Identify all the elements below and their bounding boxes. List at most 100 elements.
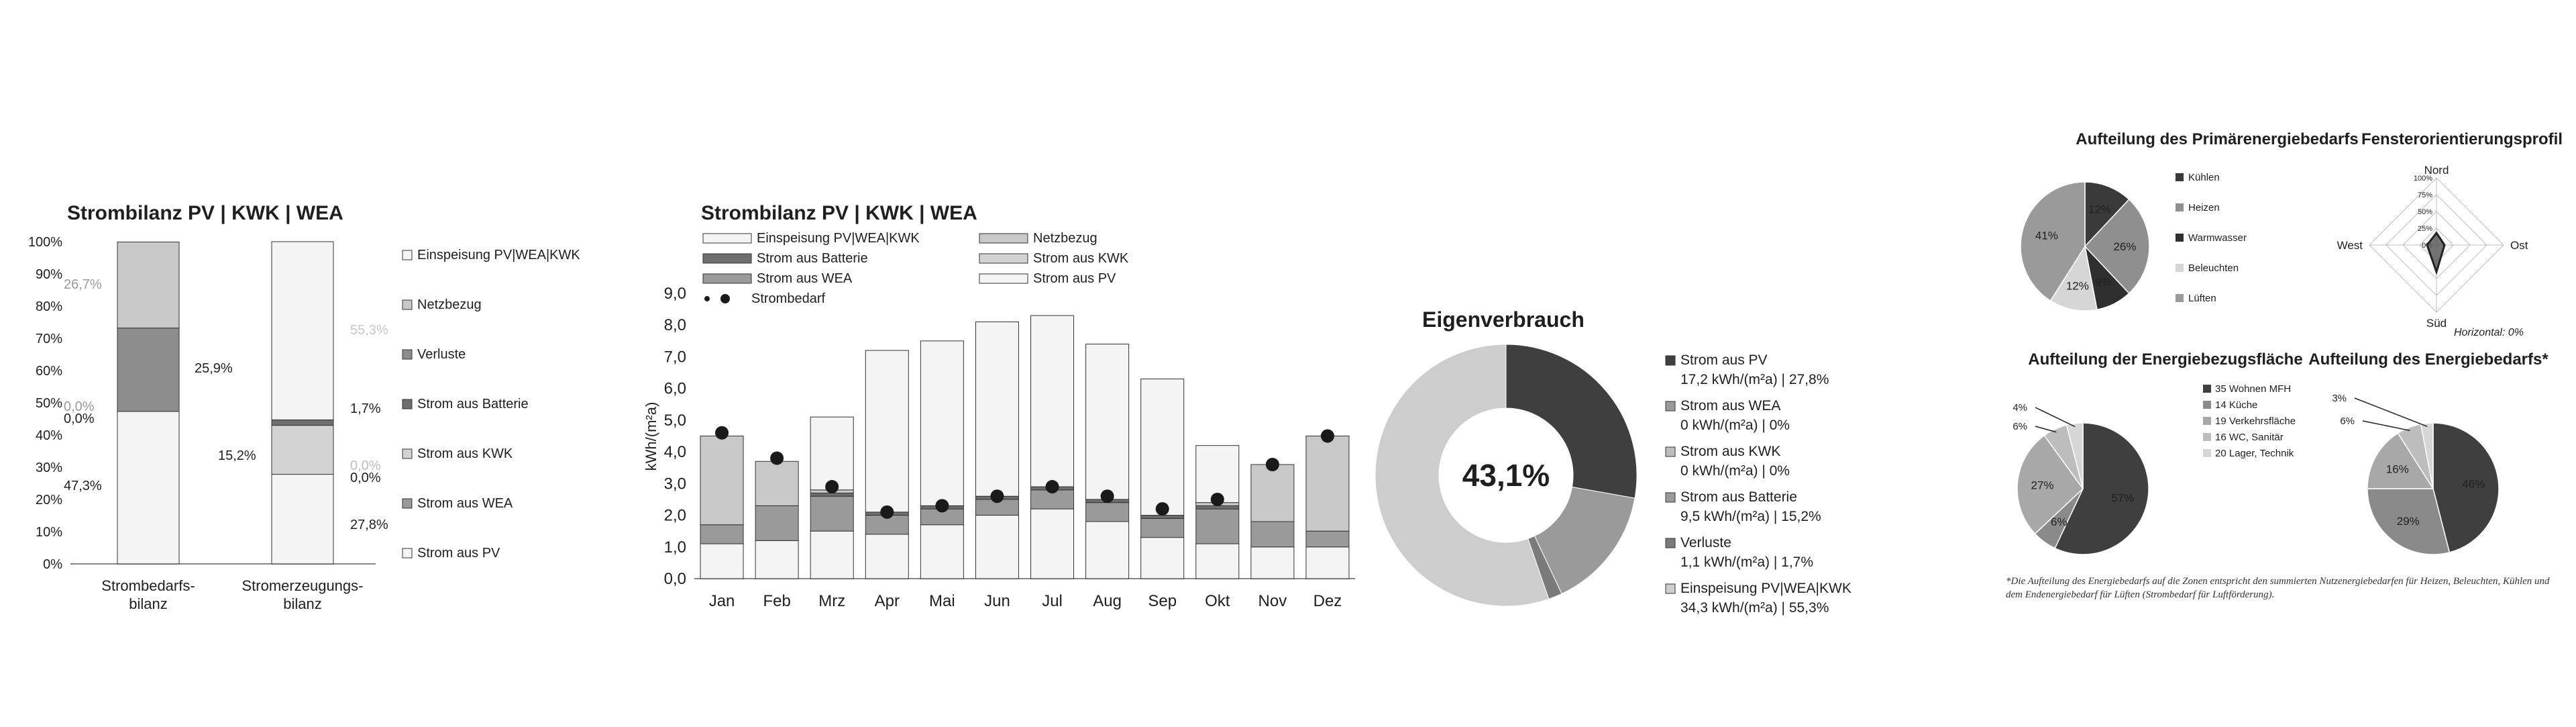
chart3-legend-value: 17,2 kWh/(m²a) | 27,8% bbox=[1680, 372, 1829, 387]
chart3-donut-slice bbox=[1505, 344, 1638, 499]
chart7-slice bbox=[2367, 488, 2451, 555]
chart2-legend-label: Strom aus WEA bbox=[757, 271, 853, 286]
chart1-category-label: Stromerzeugungs- bbox=[242, 577, 364, 594]
chart1-legend-label: Strom aus WEA bbox=[417, 496, 513, 511]
chart1-bar-segment bbox=[271, 474, 334, 565]
chart2-bar-segment bbox=[700, 524, 744, 544]
chart1-data-label: 55,3% bbox=[350, 323, 388, 338]
chart2-bar-segment bbox=[1250, 521, 1295, 548]
chart1-bar-segment bbox=[271, 425, 334, 475]
chart5-horizontal-note: Horizontal: 0% bbox=[2454, 327, 2524, 338]
chart3-legend-value: 1,1 kWh/(m²a) | 1,7% bbox=[1680, 554, 1813, 570]
chart4-legend-label: Warmwasser bbox=[2188, 232, 2247, 244]
chart2-legend-swatch bbox=[979, 233, 1028, 244]
chart1-ytick: 50% bbox=[36, 396, 62, 411]
chart2-bar-segment bbox=[810, 493, 854, 497]
chart5-title: Fensterorientierungsprofil bbox=[2361, 130, 2563, 148]
chart6-slice-label: 4% bbox=[2012, 402, 2027, 414]
chart2-ytick: 0,0 bbox=[664, 570, 686, 588]
chart2-bar-segment bbox=[1195, 508, 1240, 544]
chart6-legend-label: 19 Verkehrsfläche bbox=[2215, 416, 2296, 427]
chart2-legend-swatch bbox=[702, 253, 752, 264]
chart4-legend-label: Beleuchten bbox=[2188, 262, 2239, 274]
chart2-bedarf-marker bbox=[880, 505, 894, 519]
chart2-legend-swatch bbox=[979, 253, 1028, 264]
chart1-legend-swatch bbox=[402, 498, 413, 509]
chart1-ytick: 10% bbox=[36, 525, 62, 540]
chart4-slice-label: 41% bbox=[2035, 229, 2058, 242]
chart3-legend-swatch bbox=[1665, 401, 1676, 411]
chart1-legend-swatch bbox=[402, 448, 413, 459]
chart7-slice bbox=[2432, 422, 2500, 553]
chart2-bar-segment bbox=[700, 436, 744, 526]
chart2-bedarf-marker bbox=[1210, 492, 1224, 506]
chart3-legend-swatch bbox=[1665, 583, 1676, 594]
chart7-slice-label: 6% bbox=[2340, 416, 2355, 427]
chart2-bar-segment bbox=[1140, 379, 1185, 516]
chart2-legend-marker bbox=[704, 296, 710, 301]
chart5-axis-label: Süd bbox=[2426, 317, 2447, 330]
chart3-legend-swatch bbox=[1665, 538, 1676, 548]
chart2-bar-segment bbox=[865, 350, 909, 513]
chart6-legend-swatch bbox=[2203, 417, 2211, 425]
chart1-category-label: bilanz bbox=[129, 595, 167, 612]
chart1-bar-segment bbox=[117, 411, 180, 565]
chart1-legend-label: Strom aus Batterie bbox=[417, 397, 529, 411]
chart6-legend-swatch bbox=[2203, 449, 2211, 457]
chart2-bar-segment bbox=[755, 540, 799, 579]
chart3-legend-name: Einspeisung PV|WEA|KWK bbox=[1680, 581, 1851, 596]
chart1-legend-swatch bbox=[402, 299, 413, 310]
chart2-bar-segment bbox=[810, 416, 854, 491]
chart2-bedarf-marker bbox=[1100, 489, 1114, 503]
chart2-ylabel: kWh/(m²a) bbox=[643, 402, 659, 471]
chart2-ytick: 4,0 bbox=[664, 443, 686, 461]
chart1-ytick: 30% bbox=[36, 461, 62, 475]
chart2-bedarf-marker bbox=[935, 499, 949, 513]
chart1-title: Strombilanz PV | KWK | WEA bbox=[67, 202, 343, 224]
chart4-legend-swatch bbox=[2176, 294, 2184, 302]
chart1-ytick: 40% bbox=[36, 428, 62, 443]
chart2-month-label: Jun bbox=[984, 592, 1010, 610]
chart2-bar-segment bbox=[810, 495, 854, 532]
chart6-legend-swatch bbox=[2203, 385, 2211, 393]
chart3-legend-value: 0 kWh/(m²a) | 0% bbox=[1680, 463, 1790, 479]
chart6-legend-label: 35 Wohnen MFH bbox=[2215, 383, 2291, 395]
chart1-ytick: 20% bbox=[36, 493, 62, 507]
chart3-legend-name: Strom aus Batterie bbox=[1680, 489, 1797, 505]
chart2-bedarf-marker bbox=[1155, 502, 1169, 516]
chart1-ytick: 70% bbox=[36, 332, 62, 346]
chart1-ytick: 90% bbox=[36, 267, 62, 282]
chart4-title: Aufteilung des Primärenergiebedarfs bbox=[2076, 130, 2358, 148]
chart2-ytick: 1,0 bbox=[664, 538, 686, 556]
chart2-bar-segment bbox=[1030, 508, 1075, 579]
chart2-legend-label: Strom aus Batterie bbox=[757, 251, 868, 266]
chart1-legend-label: Strom aus KWK bbox=[417, 446, 513, 461]
chart2-ytick: 9,0 bbox=[664, 285, 686, 303]
chart4-slice bbox=[2020, 181, 2086, 302]
chart5-rtick: 75% bbox=[2418, 191, 2432, 199]
chart2-bar-segment bbox=[1085, 521, 1130, 579]
chart2-bar-segment bbox=[810, 530, 854, 579]
chart1-data-label: 25,9% bbox=[195, 361, 233, 376]
chart2-legend-marker bbox=[720, 294, 730, 303]
chart2-month-label: Nov bbox=[1258, 592, 1287, 610]
chart1-data-label: 15,2% bbox=[218, 448, 256, 463]
chart2-ytick: 2,0 bbox=[664, 507, 686, 525]
chart6-leader-line bbox=[2035, 426, 2057, 433]
chart3-legend-swatch bbox=[1665, 492, 1676, 503]
chart3-legend-name: Strom aus WEA bbox=[1680, 398, 1780, 414]
chart5-rtick: 25% bbox=[2418, 225, 2432, 233]
chart4-legend-label: Kühlen bbox=[2188, 172, 2220, 183]
chart1-bar-segment bbox=[117, 328, 180, 412]
chart4-slice bbox=[2084, 198, 2150, 295]
chart2-month-label: Jul bbox=[1042, 592, 1063, 610]
chart1-legend-swatch bbox=[402, 399, 413, 409]
chart3-legend-swatch bbox=[1665, 446, 1676, 457]
chart1-data-label: 1,7% bbox=[350, 401, 381, 416]
chart2-bar-segment bbox=[1305, 530, 1350, 548]
chart1-legend-swatch bbox=[402, 548, 413, 559]
chart4-slice-label: 12% bbox=[2066, 279, 2089, 292]
chart2-bar-segment bbox=[865, 534, 909, 579]
chart1-legend-swatch bbox=[402, 250, 413, 260]
